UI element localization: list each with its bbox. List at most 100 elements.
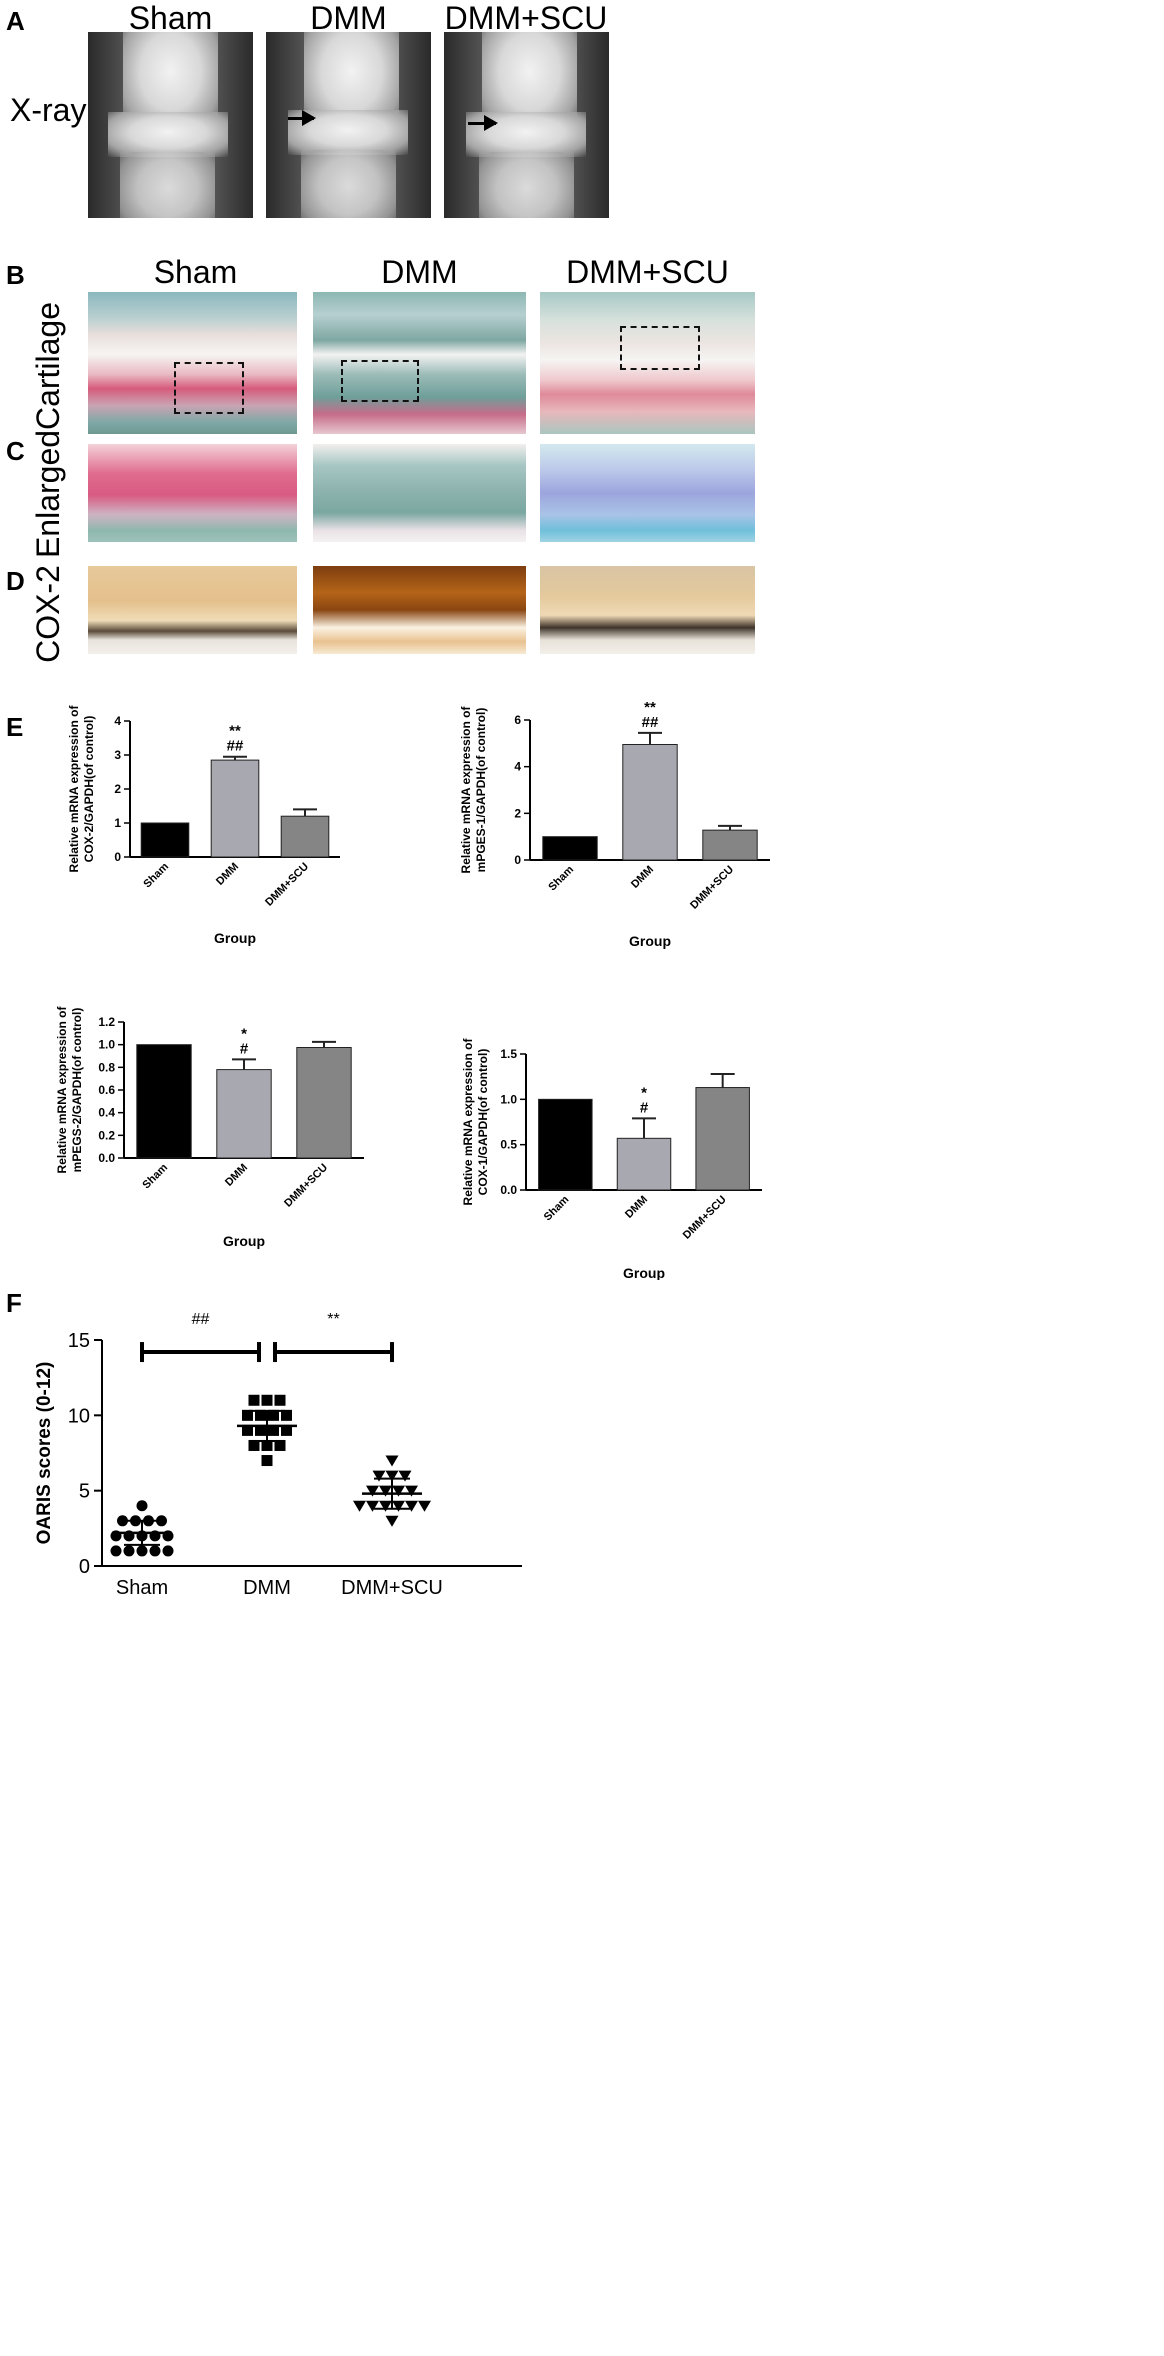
y-axis-label: Relative mRNA expression of [459, 706, 473, 874]
bar-dmm [210, 759, 260, 858]
data-point [379, 1500, 392, 1512]
y-axis-label: OARIS scores (0-12) [34, 1362, 55, 1545]
panel-letter-f: F [6, 1288, 22, 1318]
y-tick-label: 5 [79, 1481, 90, 1503]
x-tick-label: DMM+SCU [263, 861, 311, 909]
data-point [398, 1470, 412, 1482]
y-axis-label: COX-1/GAPDH(of control) [476, 1049, 490, 1196]
bar-dmm [616, 1137, 672, 1191]
bar-sham [538, 1098, 593, 1191]
data-point [366, 1485, 379, 1497]
y-tick-label: 6 [514, 713, 521, 727]
y-tick-label: 0.5 [500, 1138, 517, 1152]
significance-label: ## [192, 1311, 210, 1328]
y-tick-label: 0.4 [98, 1106, 115, 1120]
y-axis-label: COX-2/GAPDH(of control) [82, 716, 96, 863]
ihc-cox2-dmm-scu [540, 566, 755, 654]
y-tick-label: 0 [514, 853, 521, 867]
bar-sham [542, 836, 598, 861]
x-tick-label: DMM [214, 861, 241, 888]
data-point [136, 1545, 148, 1557]
x-tick-label: DMM [243, 1577, 291, 1596]
data-point [385, 1455, 399, 1467]
data-point [372, 1470, 386, 1482]
x-tick-label: DMM+SCU [282, 1162, 330, 1210]
histology-enlarged-sham [88, 444, 297, 542]
panel-letter-e: E [6, 712, 24, 742]
y-tick-label: 1.5 [500, 1047, 517, 1061]
bar-dmm-scu [296, 1047, 352, 1159]
bar-chart-mpges1: 0 2 4 6 Sham DMM ##** DMM+SCU Group Relative mRNA… [459, 700, 770, 949]
data-point [248, 1439, 260, 1451]
data-point [110, 1545, 122, 1557]
arrow-icon [468, 115, 498, 131]
arrow-icon [288, 110, 316, 126]
data-point [261, 1394, 273, 1406]
x-tick-label: DMM+SCU [688, 864, 736, 912]
significance-label: ## [227, 738, 244, 755]
histology-cartilage-dmm-scu [540, 292, 755, 434]
data-point [353, 1500, 366, 1512]
histology-enlarged-dmm [313, 444, 526, 542]
data-point [281, 1424, 292, 1436]
data-point [248, 1394, 260, 1406]
data-point [385, 1515, 399, 1527]
roi-box [620, 326, 700, 370]
x-tick-label: DMM [629, 864, 656, 891]
bar-dmm-scu [280, 815, 330, 858]
y-tick-label: 2 [114, 782, 121, 796]
y-tick-label: 0 [114, 850, 121, 864]
row-label-cox2: COX-2 [30, 565, 66, 663]
data-point [281, 1409, 292, 1421]
data-point [274, 1394, 286, 1406]
x-axis-label: Group [623, 1265, 665, 1280]
data-point [385, 1470, 399, 1482]
y-axis-label: Relative mRNA expression of [67, 705, 81, 872]
ihc-cox2-dmm [313, 566, 526, 654]
data-point [274, 1439, 286, 1451]
data-point [366, 1500, 379, 1512]
x-tick-label: DMM+SCU [341, 1577, 443, 1596]
y-tick-label: 4 [114, 714, 121, 728]
y-tick-label: 3 [114, 748, 121, 762]
significance-label: ** [229, 723, 241, 740]
data-point [268, 1409, 279, 1421]
x-tick-label: DMM [623, 1194, 650, 1221]
roi-box [341, 360, 419, 402]
y-tick-label: 0 [79, 1556, 90, 1578]
column-title-dmm-scu-b: DMM+SCU [566, 254, 729, 290]
xray-image-dmm-scu [444, 32, 609, 218]
y-axis-label: Relative mRNA expression of [461, 1038, 475, 1206]
bar-dmm [216, 1069, 272, 1159]
y-tick-label: 1.0 [98, 1038, 115, 1052]
column-title-sham-b: Sham [153, 254, 238, 290]
x-tick-label: Sham [140, 1161, 170, 1191]
data-point [156, 1515, 167, 1527]
data-point [405, 1500, 418, 1512]
bar-chart-cox2: 0 1 2 3 4 Sham DMM ##** DMM+SCU Group Relative mRN… [67, 705, 340, 946]
y-tick-label: 4 [514, 760, 521, 774]
y-tick-label: 1.2 [98, 1015, 115, 1029]
column-title-dmm-b: DMM [381, 254, 458, 290]
y-tick-label: 1.0 [500, 1092, 517, 1106]
histology-cartilage-sham [88, 292, 297, 434]
y-tick-label: 1 [114, 816, 121, 830]
x-tick-label: Sham [141, 860, 171, 890]
histology-enlarged-dmm-scu [540, 444, 755, 542]
column-title-dmm-scu-a: DMM+SCU [444, 0, 608, 36]
data-point [261, 1455, 273, 1467]
data-point [162, 1545, 174, 1557]
row-label-xray: X-ray [10, 92, 87, 128]
y-axis-label: mPGES-1/GAPDH(of control) [474, 708, 488, 873]
x-axis-label: Group [214, 930, 256, 946]
y-axis-label: mPEGS-2/GAPDH(of control) [70, 1008, 84, 1173]
xray-image-dmm [266, 32, 431, 218]
bar-chart-mpges2: 0.0 0.2 0.4 0.6 0.8 1.0 1.2 Sham DMM #* DMM+SCU Gro… [55, 1006, 364, 1249]
histology-cartilage-dmm [313, 292, 526, 434]
x-tick-label: Sham [542, 1193, 572, 1223]
significance-label: # [240, 1040, 249, 1057]
y-tick-label: 2 [514, 806, 521, 820]
data-point [149, 1545, 161, 1557]
significance-label: ## [642, 714, 659, 731]
data-point [405, 1485, 418, 1497]
